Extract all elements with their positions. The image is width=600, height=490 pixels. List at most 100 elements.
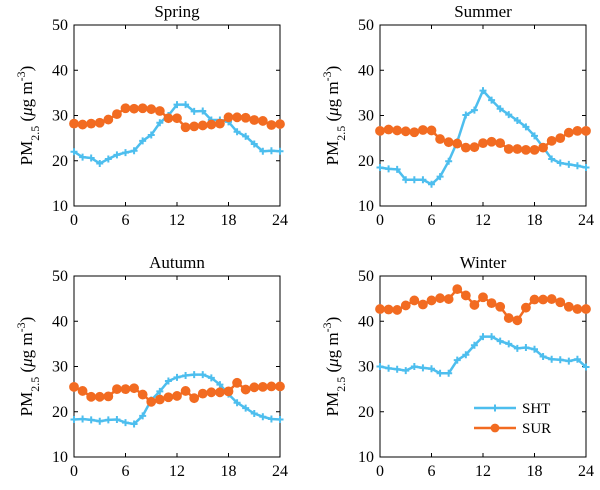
data-point bbox=[276, 415, 284, 423]
data-point bbox=[538, 142, 548, 153]
data-point bbox=[223, 386, 234, 397]
x-tick-label: 0 bbox=[70, 463, 78, 480]
data-point bbox=[513, 116, 521, 124]
data-point bbox=[529, 294, 540, 305]
data-point bbox=[572, 125, 583, 136]
data-point bbox=[385, 165, 393, 173]
data-point bbox=[478, 292, 488, 303]
x-tick-label: 18 bbox=[527, 463, 543, 480]
data-point bbox=[496, 337, 504, 345]
y-label-sup: -3 bbox=[14, 71, 28, 81]
data-point bbox=[87, 416, 95, 424]
x-tick-label: 18 bbox=[527, 212, 543, 229]
data-point bbox=[103, 114, 114, 125]
data-point bbox=[96, 159, 104, 167]
panel-spring: Spring 0 6 12 18 24 10 20 30 40 50 PM2.5 (μg m-3) bbox=[14, 2, 288, 229]
data-point bbox=[94, 117, 105, 128]
data-point bbox=[400, 126, 411, 137]
data-point bbox=[77, 386, 88, 396]
data-point bbox=[522, 123, 530, 131]
data-point bbox=[478, 138, 488, 149]
data-point bbox=[69, 118, 79, 129]
series-line bbox=[379, 335, 587, 375]
data-point bbox=[147, 131, 155, 139]
x-tick-label: 6 bbox=[428, 463, 436, 480]
x-tick-label: 24 bbox=[272, 463, 288, 480]
y-label-open: ( bbox=[323, 116, 342, 126]
y-tick-label: 20 bbox=[358, 153, 374, 170]
data-point bbox=[86, 118, 97, 129]
y-label-sub: 2.5 bbox=[334, 126, 348, 141]
data-point bbox=[154, 394, 165, 405]
data-point bbox=[257, 381, 268, 392]
data-point bbox=[70, 415, 78, 423]
data-point bbox=[137, 389, 148, 400]
data-point bbox=[223, 112, 234, 123]
data-point bbox=[122, 419, 129, 427]
data-point bbox=[257, 116, 268, 126]
x-tick-label: 12 bbox=[475, 212, 491, 229]
data-point bbox=[130, 420, 138, 428]
y-tick-label: 50 bbox=[52, 268, 68, 285]
data-point bbox=[139, 137, 147, 145]
data-point bbox=[582, 164, 590, 172]
y-tick-label: 50 bbox=[358, 17, 374, 34]
data-point bbox=[113, 151, 121, 159]
data-point bbox=[375, 125, 385, 136]
panel-title: Spring bbox=[154, 2, 200, 21]
data-point bbox=[70, 148, 78, 156]
data-point bbox=[581, 125, 591, 136]
y-label-mu: μ bbox=[17, 358, 36, 368]
data-point bbox=[249, 382, 260, 393]
data-point bbox=[436, 369, 444, 377]
x-tick-label: 24 bbox=[272, 212, 288, 229]
x-tick-label: 6 bbox=[428, 212, 436, 229]
y-axis-label: PM2.5 (μg m-3) bbox=[320, 66, 348, 166]
y-label-sub: 2.5 bbox=[28, 377, 42, 392]
y-tick-label: 10 bbox=[358, 198, 374, 215]
y-tick-label: 40 bbox=[52, 62, 68, 79]
data-point bbox=[190, 107, 198, 115]
data-point bbox=[104, 416, 112, 424]
data-point bbox=[199, 107, 207, 115]
data-point bbox=[443, 294, 454, 304]
data-point bbox=[180, 122, 191, 133]
y-label-main: PM bbox=[17, 392, 36, 417]
x-tick-label: 12 bbox=[475, 463, 491, 480]
x-tick-label: 0 bbox=[70, 212, 78, 229]
data-point bbox=[120, 103, 131, 114]
data-point bbox=[275, 381, 285, 392]
data-point bbox=[250, 410, 258, 418]
data-point bbox=[156, 387, 164, 395]
data-point bbox=[146, 396, 157, 407]
data-point bbox=[376, 363, 384, 370]
data-point bbox=[531, 132, 538, 140]
data-point bbox=[240, 384, 251, 395]
data-point bbox=[486, 136, 497, 147]
y-tick-label: 30 bbox=[52, 108, 68, 125]
data-point bbox=[503, 313, 514, 323]
data-point bbox=[259, 147, 267, 155]
data-point bbox=[462, 111, 470, 119]
x-tick-label: 6 bbox=[122, 212, 130, 229]
x-tick-label: 0 bbox=[376, 463, 384, 480]
data-point bbox=[426, 295, 437, 306]
y-label-sup: -3 bbox=[320, 322, 334, 332]
series-sur bbox=[69, 103, 285, 133]
data-point bbox=[242, 132, 250, 140]
data-point bbox=[129, 383, 139, 394]
data-point bbox=[548, 155, 556, 163]
data-point bbox=[94, 391, 105, 402]
data-point bbox=[182, 372, 190, 380]
data-point bbox=[120, 384, 131, 395]
y-label-main: PM bbox=[17, 141, 36, 166]
data-point bbox=[197, 120, 208, 131]
data-point bbox=[402, 367, 410, 375]
y-label-open: ( bbox=[323, 367, 342, 377]
x-tick-label: 18 bbox=[221, 212, 237, 229]
data-point bbox=[79, 415, 87, 423]
data-point bbox=[172, 113, 182, 124]
data-point bbox=[452, 284, 463, 295]
y-tick-label: 30 bbox=[52, 359, 68, 376]
data-point bbox=[232, 112, 242, 123]
